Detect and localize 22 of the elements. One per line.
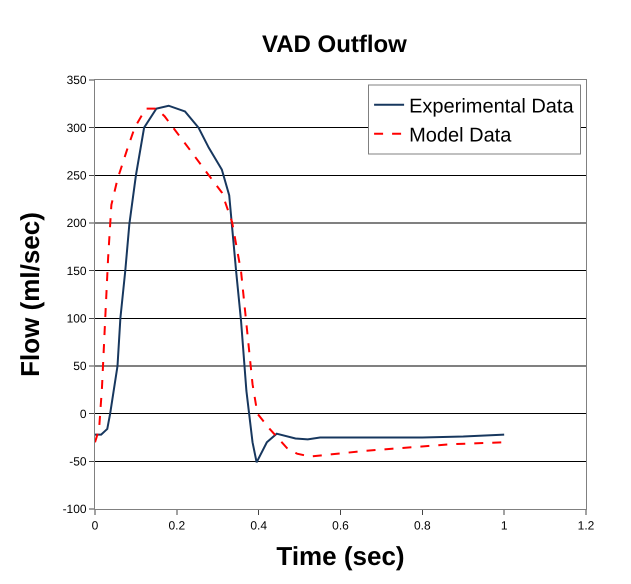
- x-tick-label: 1: [500, 518, 508, 532]
- x-tick-label: 1.2: [578, 518, 595, 532]
- y-tick-label: 300: [66, 120, 87, 135]
- y-tick-label: 250: [66, 168, 87, 183]
- y-tick-label: 150: [66, 264, 87, 278]
- x-axis-title: Time (sec): [276, 541, 405, 572]
- y-axis-title: Flow (ml/sec): [14, 212, 45, 377]
- x-tick-label: 0: [92, 518, 99, 532]
- legend-label: Model Data: [409, 124, 512, 147]
- y-tick-label: -100: [62, 502, 87, 516]
- y-tick-label: 50: [73, 359, 87, 374]
- legend-label: Experimental Data: [409, 96, 574, 118]
- y-tick-label: -50: [69, 454, 87, 469]
- y-tick-label: 200: [66, 216, 87, 230]
- x-tick-label: 0.2: [168, 518, 186, 532]
- x-tick-label: 0.6: [332, 518, 350, 532]
- y-tick-label: 350: [66, 73, 87, 88]
- x-tick-label: 0.4: [250, 518, 268, 532]
- y-tick-label: 0: [80, 406, 87, 421]
- x-tick-label: 0.8: [414, 518, 431, 532]
- chart-title: VAD Outflow: [262, 30, 408, 58]
- y-tick-label: 100: [66, 312, 87, 326]
